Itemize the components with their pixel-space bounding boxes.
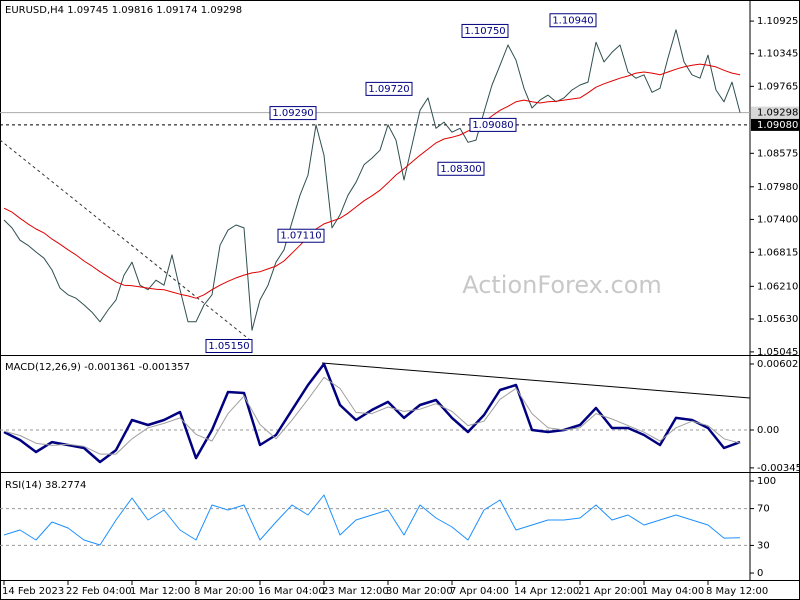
- series-line: [3, 362, 741, 464]
- y-tick-label: 1.05045: [757, 347, 798, 358]
- y-tick-label: 1.09765: [757, 81, 798, 92]
- x-tick-label: 14 Feb 2023: [2, 586, 64, 597]
- y-tick-label: 1.06815: [757, 247, 798, 258]
- annotation-box: [269, 106, 317, 121]
- y-tick-label: 1.10925: [757, 16, 798, 27]
- y-tick-label: 1.07400: [757, 214, 798, 225]
- series-line: [3, 63, 741, 299]
- x-tick-label: 8 Mar 20:00: [194, 586, 254, 597]
- y-tick-label: 1.05630: [757, 314, 798, 325]
- annotation-box: [365, 81, 413, 96]
- x-tick-label: 8 May 12:00: [706, 586, 768, 597]
- y-tick-label: 1.10345: [757, 49, 798, 60]
- y-tick-label: 30: [757, 540, 770, 551]
- annotation-label: 1.10750: [464, 26, 505, 37]
- trend-line: [321, 362, 751, 399]
- annotation-label: 1.09290: [272, 108, 313, 119]
- x-tick-label: 22 Feb 04:00: [66, 586, 132, 597]
- price-tag-label: 1.09298: [757, 108, 798, 119]
- annotation-label: 1.10940: [552, 15, 593, 26]
- annotation-label: 1.09080: [472, 120, 513, 131]
- x-tick-label: 30 Mar 20:00: [386, 586, 453, 597]
- x-tick-label: 1 Mar 12:00: [130, 586, 190, 597]
- y-tick-label: 0.00: [757, 425, 779, 436]
- annotation-label: 1.08300: [440, 164, 481, 175]
- y-tick-label: 0: [757, 568, 763, 579]
- x-tick-label: 16 Mar 04:00: [258, 586, 325, 597]
- y-tick-label: -0.003456: [757, 463, 800, 474]
- annotation-box: [469, 117, 517, 132]
- x-tick-label: 21 Apr 20:00: [578, 586, 643, 597]
- y-tick-label: 100: [757, 476, 776, 487]
- panel-title: MACD(12,26,9) -0.001361 -0.001357: [5, 362, 190, 373]
- annotation-box: [549, 13, 597, 28]
- series-line: [3, 376, 741, 455]
- y-tick-label: 70: [757, 504, 770, 515]
- annotation-box: [461, 23, 509, 38]
- price-tag: [751, 106, 799, 119]
- annotation-box: [205, 338, 253, 353]
- annotation-label: 1.09720: [368, 84, 409, 95]
- trend-line: [0, 139, 251, 341]
- x-tick-label: 23 Mar 12:00: [322, 586, 389, 597]
- annotation-label: 1.05150: [208, 341, 249, 352]
- panel-title: RSI(14) 38.2774: [5, 480, 86, 491]
- annotation-box: [277, 228, 325, 243]
- y-tick-label: 1.07980: [757, 182, 798, 193]
- x-tick-label: 14 Apr 12:00: [514, 586, 579, 597]
- series-line: [3, 494, 741, 546]
- panel-title: EURUSD,H4 1.09745 1.09816 1.09174 1.0929…: [5, 5, 242, 16]
- annotation-box: [437, 161, 485, 176]
- x-tick-label: 7 Apr 04:00: [450, 586, 509, 597]
- x-tick-label: 1 May 04:00: [642, 586, 704, 597]
- series-line: [3, 29, 741, 331]
- annotation-label: 1.07110: [280, 231, 321, 242]
- price-tag-label: 1.09080: [757, 120, 798, 131]
- watermark: ActionForex.com: [462, 271, 662, 299]
- y-tick-label: 1.08575: [757, 148, 798, 159]
- y-tick-label: 1.06210: [757, 281, 798, 292]
- price-tag: [751, 118, 799, 131]
- y-tick-label: 0.006023: [757, 359, 800, 370]
